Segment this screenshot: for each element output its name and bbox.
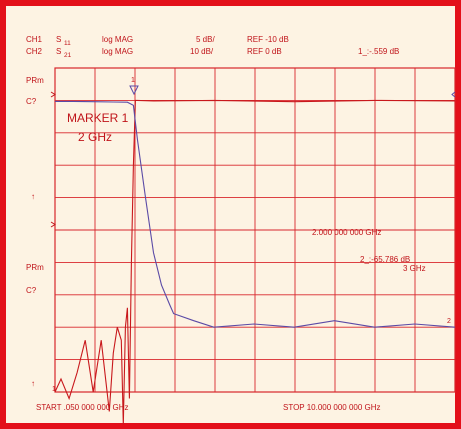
marker-1-frequency-readout: 2.000 000 000 GHz — [312, 228, 381, 237]
marker-box-freq: 2 GHz — [78, 130, 112, 144]
ch1-format: log MAG — [102, 35, 133, 44]
start-frequency-label: START .050 000 000 GHz — [36, 403, 129, 412]
ref-pos-marker-left-icon — [50, 91, 56, 98]
s11-trace — [54, 99, 456, 425]
ref-pos-marker-left-2-icon — [50, 221, 56, 228]
ch2-label: CH2 — [26, 47, 43, 56]
ch1-scale: 5 dB/ — [196, 35, 215, 44]
ch1-param: S — [56, 35, 61, 44]
marker-2-value-readout: 2_:-65.786 dB — [360, 255, 410, 264]
ch2-reference: REF 0 dB — [247, 47, 282, 56]
lower-prm-label: PRm — [26, 263, 44, 272]
upper-arrow-icon: ↑ — [31, 192, 35, 201]
ref-pos-marker-right-icon — [451, 91, 456, 98]
ch2-marker-readout: 1_:-.559 dB — [358, 47, 399, 56]
start-marker-label: 1 — [52, 386, 56, 393]
marker-2-label: 2 — [447, 318, 451, 325]
marker-1-triangle-icon — [129, 85, 139, 96]
upper-prm-label: PRm — [26, 76, 44, 85]
ch2-scale: 10 dB/ — [190, 47, 214, 56]
ch1-label: CH1 — [26, 35, 43, 44]
lower-arrow-icon: ↑ — [31, 379, 35, 388]
s21-trace — [55, 100, 456, 328]
ch1-reference: REF -10 dB — [247, 35, 289, 44]
marker-box-title: MARKER 1 — [67, 111, 129, 125]
marker-2-frequency-readout: 3 GHz — [403, 264, 426, 273]
lower-c-label: C? — [26, 286, 37, 295]
ch1-param-sub: 11 — [64, 40, 71, 47]
marker-1-label: 1 — [131, 77, 135, 84]
ch2-format: log MAG — [102, 47, 133, 56]
ch2-param-sub: 21 — [64, 52, 72, 59]
stop-frequency-label: STOP 10.000 000 000 GHz — [283, 403, 381, 412]
upper-c-label: C? — [26, 97, 37, 106]
ch2-param: S — [56, 47, 61, 56]
